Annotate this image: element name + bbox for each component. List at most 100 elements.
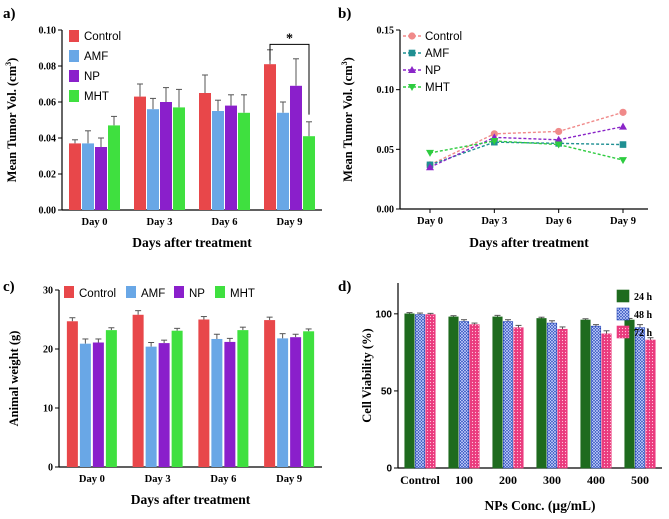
x-tick-label: 500 — [631, 473, 649, 487]
bar-amf-day-0 — [82, 143, 94, 210]
point-mht-day-6 — [554, 141, 563, 149]
legend-label-np: NP — [425, 65, 441, 77]
bar-48-h-300 — [546, 322, 558, 469]
y-tick-label: 30 — [43, 286, 53, 297]
bar-np-day-0 — [92, 342, 104, 467]
legend-label-amf: AMF — [141, 288, 165, 300]
x-tick-label: Day 6 — [212, 217, 238, 228]
bar-control-day-6 — [199, 93, 211, 210]
panel-c-animal-weight-bar-chart: c) 0 10 20 30 Animal weight (g) Day 0 Day 3 Day … — [3, 279, 322, 507]
y-tick-label: 100 — [375, 309, 392, 320]
bar-amf-day-3 — [145, 346, 157, 467]
bar-control-day-3 — [134, 96, 146, 210]
x-tick-label: 400 — [587, 473, 605, 487]
bar-24-h-control — [404, 313, 415, 469]
legend-swatch-mht — [69, 90, 79, 102]
bar-72-h-500 — [645, 339, 656, 469]
bar-48-h-500 — [634, 327, 646, 469]
x-tick-label: Day 0 — [82, 217, 108, 228]
x-tick-label: Day 6 — [546, 216, 572, 227]
point-mht-day-9 — [619, 157, 627, 165]
bar-72-h-400 — [601, 333, 612, 469]
x-tick-label: Day 3 — [145, 474, 171, 485]
bar-mht-day-6 — [238, 112, 250, 210]
bar-control-day-0 — [66, 321, 78, 467]
x-tick-label: Day 9 — [610, 216, 636, 227]
bar-72-h-200 — [513, 327, 524, 469]
bar-48-h-200 — [502, 321, 514, 469]
legend-label-72-h: 72 h — [634, 328, 653, 339]
significance-asterisk: * — [286, 31, 293, 46]
x-tick-label: Day 6 — [210, 474, 236, 485]
series-line-np — [429, 125, 624, 168]
bar-np-day-3 — [160, 102, 172, 210]
y-tick-label: 10 — [43, 404, 53, 415]
legend-label-control: Control — [79, 288, 116, 300]
legend-label-24-h: 24 h — [634, 292, 653, 303]
bar-mht-day-0 — [108, 125, 120, 210]
series-line-control — [429, 111, 624, 166]
y-axis-label: Animal weight (g) — [7, 331, 21, 427]
panel-label: b) — [338, 6, 351, 22]
bar-mht-day-9 — [303, 136, 315, 210]
legend-label-mht: MHT — [230, 288, 255, 300]
legend-swatch-mht — [215, 286, 225, 298]
bar-mht-day-9 — [303, 331, 315, 467]
bar-amf-day-6 — [212, 111, 224, 210]
bar-24-h-100 — [448, 316, 459, 469]
bar-amf-day-3 — [147, 109, 159, 210]
y-tick-label: 0.00 — [39, 206, 57, 217]
x-tick-label: Day 9 — [277, 217, 303, 228]
point-np-day-9 — [619, 122, 627, 130]
legend-swatch-control — [64, 286, 74, 298]
y-tick-label: 0.06 — [39, 98, 57, 109]
y-tick-label: 20 — [43, 345, 53, 356]
legend-swatch-control — [69, 30, 79, 42]
legend-swatch-48-h — [616, 307, 630, 321]
panel-a-tumor-volume-bar-chart: a) 0.00 0.02 0.04 0.06 0.08 0.10 Mean Tumor Vol… — [3, 6, 322, 250]
x-tick-label: Day 0 — [79, 474, 105, 485]
y-tick-label: 0.10 — [377, 85, 395, 96]
point-np-day-6 — [554, 135, 563, 143]
bar-control-day-0 — [69, 143, 81, 210]
legend-swatch-amf — [126, 286, 136, 298]
x-axis-label: Days after treatment — [131, 492, 251, 507]
legend-swatch-24-h — [616, 289, 630, 303]
legend-label-control: Control — [84, 31, 121, 43]
bar-control-day-6 — [198, 319, 210, 467]
bar-control-day-9 — [264, 320, 276, 467]
y-axis-label: Mean Tumor Vol. (cm3) — [340, 57, 355, 182]
bar-np-day-6 — [224, 341, 236, 467]
x-axis-label: NPs Conc. (µg/mL) — [485, 498, 596, 513]
panel-label: a) — [3, 6, 16, 22]
bar-mht-day-0 — [105, 330, 117, 467]
point-mht-day-0 — [426, 149, 434, 157]
bar-np-day-0 — [95, 147, 107, 210]
bar-control-day-9 — [264, 64, 276, 210]
x-tick-label: 100 — [455, 473, 473, 487]
x-tick-label: Day 3 — [147, 217, 173, 228]
legend-marker-amf — [408, 49, 416, 57]
panel-label: c) — [3, 279, 15, 295]
bar-24-h-400 — [580, 319, 591, 469]
y-axis-label: Mean Tumor Vol. (cm3) — [4, 58, 19, 183]
legend-label-48-h: 48 h — [634, 310, 653, 321]
bar-mht-day-3 — [173, 107, 185, 210]
legend-label-control: Control — [425, 31, 462, 43]
legend-swatch-np — [174, 286, 184, 298]
bar-48-h-400 — [590, 325, 602, 469]
y-tick-label: 0.04 — [39, 134, 57, 145]
legend-swatch-amf — [69, 50, 79, 62]
bar-np-day-3 — [158, 343, 170, 467]
bar-48-h-100 — [458, 321, 470, 469]
point-amf-day-9 — [619, 141, 627, 148]
x-tick-label: Control — [400, 473, 440, 487]
x-tick-label: Day 9 — [276, 474, 302, 485]
y-tick-label: 0 — [386, 464, 392, 475]
panel-label: d) — [338, 279, 351, 295]
bar-control-day-3 — [132, 314, 144, 467]
bar-24-h-500 — [624, 319, 635, 469]
bar-24-h-300 — [536, 318, 547, 469]
point-control-day-6 — [555, 127, 563, 136]
